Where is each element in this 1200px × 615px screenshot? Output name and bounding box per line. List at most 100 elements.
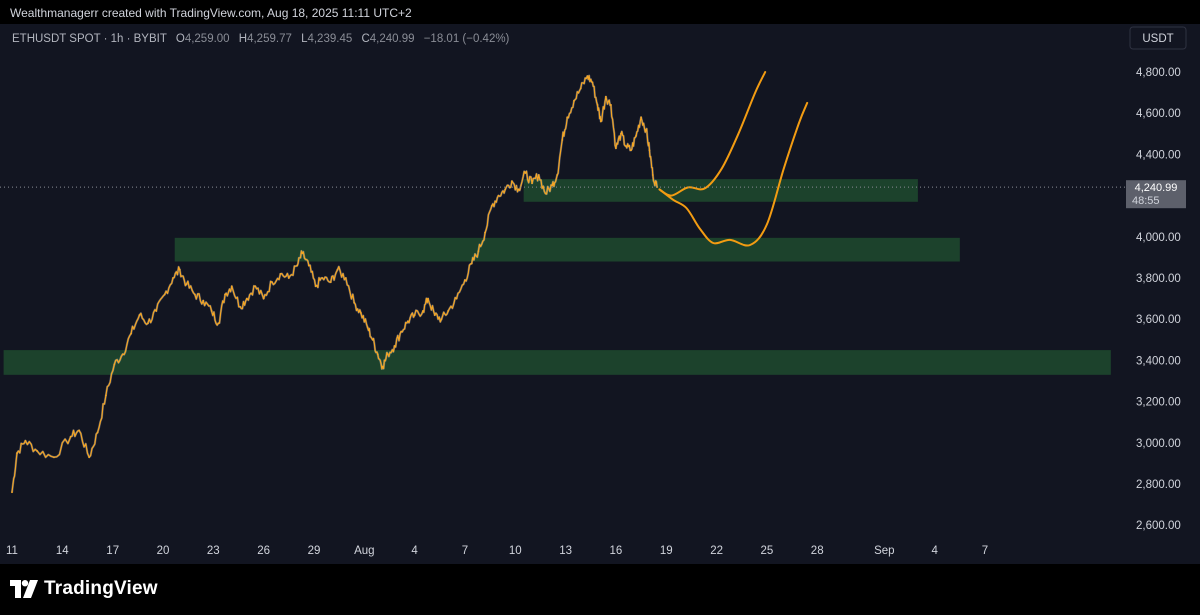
y-tick-label: 4,400.00 [1136, 149, 1181, 161]
projection-path-1 [658, 71, 767, 197]
price-point-44 [371, 338, 374, 341]
legend-low-label: L [301, 33, 308, 45]
price-point-18 [178, 268, 181, 271]
price-point-83 [615, 147, 617, 150]
price-point-25 [230, 285, 233, 288]
price-point-35 [308, 264, 310, 267]
support-zone-2 [174, 237, 960, 262]
legend-close-label: C [361, 33, 369, 45]
price-point-55 [440, 318, 443, 321]
x-tick-label: 17 [106, 545, 119, 557]
price-series-wick [10, 74, 659, 493]
x-tick-label: 22 [710, 545, 723, 557]
price-point-82 [609, 104, 612, 106]
price-point-16 [163, 293, 166, 296]
price-point-76 [579, 87, 582, 90]
y-tick-label: 3,800.00 [1136, 273, 1181, 285]
y-tick-label: 4,000.00 [1136, 232, 1181, 244]
support-zone-1 [523, 179, 918, 202]
price-point-46 [381, 365, 384, 368]
price-point-33 [296, 264, 299, 267]
price-point-3 [36, 450, 39, 452]
price-point-28 [254, 285, 257, 288]
price-point-40 [344, 277, 347, 279]
price-point-75 [573, 99, 575, 102]
x-tick-label: 4 [411, 545, 418, 557]
x-tick-label: 4 [931, 545, 938, 557]
x-tick-label: Sep [874, 545, 894, 557]
price-point-64 [504, 188, 507, 191]
price-point-11 [121, 353, 124, 356]
currency-button[interactable]: USDT [1129, 26, 1187, 50]
price-point-63 [497, 194, 500, 197]
legend-open-value: 4,259.00 [185, 33, 230, 45]
price-point-4 [53, 456, 55, 459]
last-price-value: 4,240.99 [1135, 182, 1178, 194]
tradingview-logo-icon [10, 580, 38, 598]
price-point-12 [130, 332, 133, 335]
chart-legend: ETHUSDT SPOT · 1h · BYBIT O4,259.00 H4,2… [12, 33, 510, 45]
y-tick-label: 3,000.00 [1136, 438, 1181, 450]
price-point-77 [586, 75, 589, 78]
header-credit: Wealthmanagerr created with TradingView.… [10, 6, 412, 20]
price-point-62 [490, 205, 493, 207]
price-point-32 [287, 277, 290, 279]
price-point-43 [366, 326, 369, 329]
price-point-48 [393, 345, 396, 347]
legend-close-value: 4,240.99 [370, 33, 415, 45]
price-point-59 [470, 262, 473, 265]
price-point-31 [279, 272, 282, 275]
y-tick-label: 2,600.00 [1136, 520, 1181, 532]
price-point-74 [566, 116, 569, 119]
x-tick-label: 23 [207, 545, 220, 557]
price-chart[interactable]: 4,800.00 4,600.00 4,400.00 4,000.00 3,800.00… [0, 24, 1200, 564]
y-tick-label: 3,400.00 [1136, 355, 1181, 367]
y-tick-label: 3,600.00 [1136, 314, 1181, 326]
tradingview-brand-text: TradingView [44, 578, 158, 599]
price-point-88 [640, 116, 642, 119]
header-bar: Wealthmanagerr created with TradingView.… [0, 0, 1200, 24]
tradingview-brand[interactable]: TradingView [10, 576, 158, 602]
price-point-84 [620, 132, 622, 135]
price-point-13 [138, 314, 141, 316]
x-tick-label: 13 [559, 545, 572, 557]
price-point-67 [524, 172, 527, 174]
x-tick-label: 28 [811, 545, 824, 557]
price-point-23 [217, 322, 220, 325]
price-point-34 [301, 252, 304, 255]
price-point-61 [484, 231, 486, 234]
legend-high-label: H [239, 33, 247, 45]
last-price-countdown: 48:55 [1132, 195, 1160, 207]
legend-open-label: O [176, 33, 185, 45]
chart-area[interactable]: 4,800.00 4,600.00 4,400.00 4,000.00 3,800.00… [0, 24, 1200, 564]
price-point-87 [635, 134, 637, 137]
price-point-56 [447, 310, 450, 312]
price-point-5 [69, 435, 72, 438]
x-tick-label: 14 [56, 545, 69, 557]
price-point-60 [477, 250, 480, 253]
price-point-71 [551, 184, 554, 187]
price-point-29 [262, 297, 265, 300]
price-point-89 [645, 128, 648, 131]
price-point-26 [239, 305, 242, 308]
price-point-38 [329, 281, 332, 284]
x-tick-label: 29 [308, 545, 321, 557]
x-tick-label: 20 [157, 545, 170, 557]
price-point-58 [464, 279, 466, 281]
price-point-36 [314, 285, 317, 288]
price-point-41 [353, 301, 356, 304]
footer-bar: TradingView [0, 564, 1200, 615]
x-tick-label: 7 [462, 545, 468, 557]
price-point-72 [556, 174, 559, 176]
last-price-label: 4,240.99 48:55 [1126, 180, 1186, 209]
price-point-85 [625, 145, 627, 148]
price-point-68 [531, 182, 533, 185]
x-tick-label: 26 [257, 545, 270, 557]
price-point-8 [96, 431, 99, 434]
y-tick-label: 2,800.00 [1136, 479, 1181, 491]
price-point-73 [561, 139, 564, 141]
price-point-57 [455, 297, 458, 300]
price-point-7 [88, 456, 91, 459]
x-tick-label: Aug [354, 545, 374, 557]
x-tick-label: 16 [610, 545, 623, 557]
